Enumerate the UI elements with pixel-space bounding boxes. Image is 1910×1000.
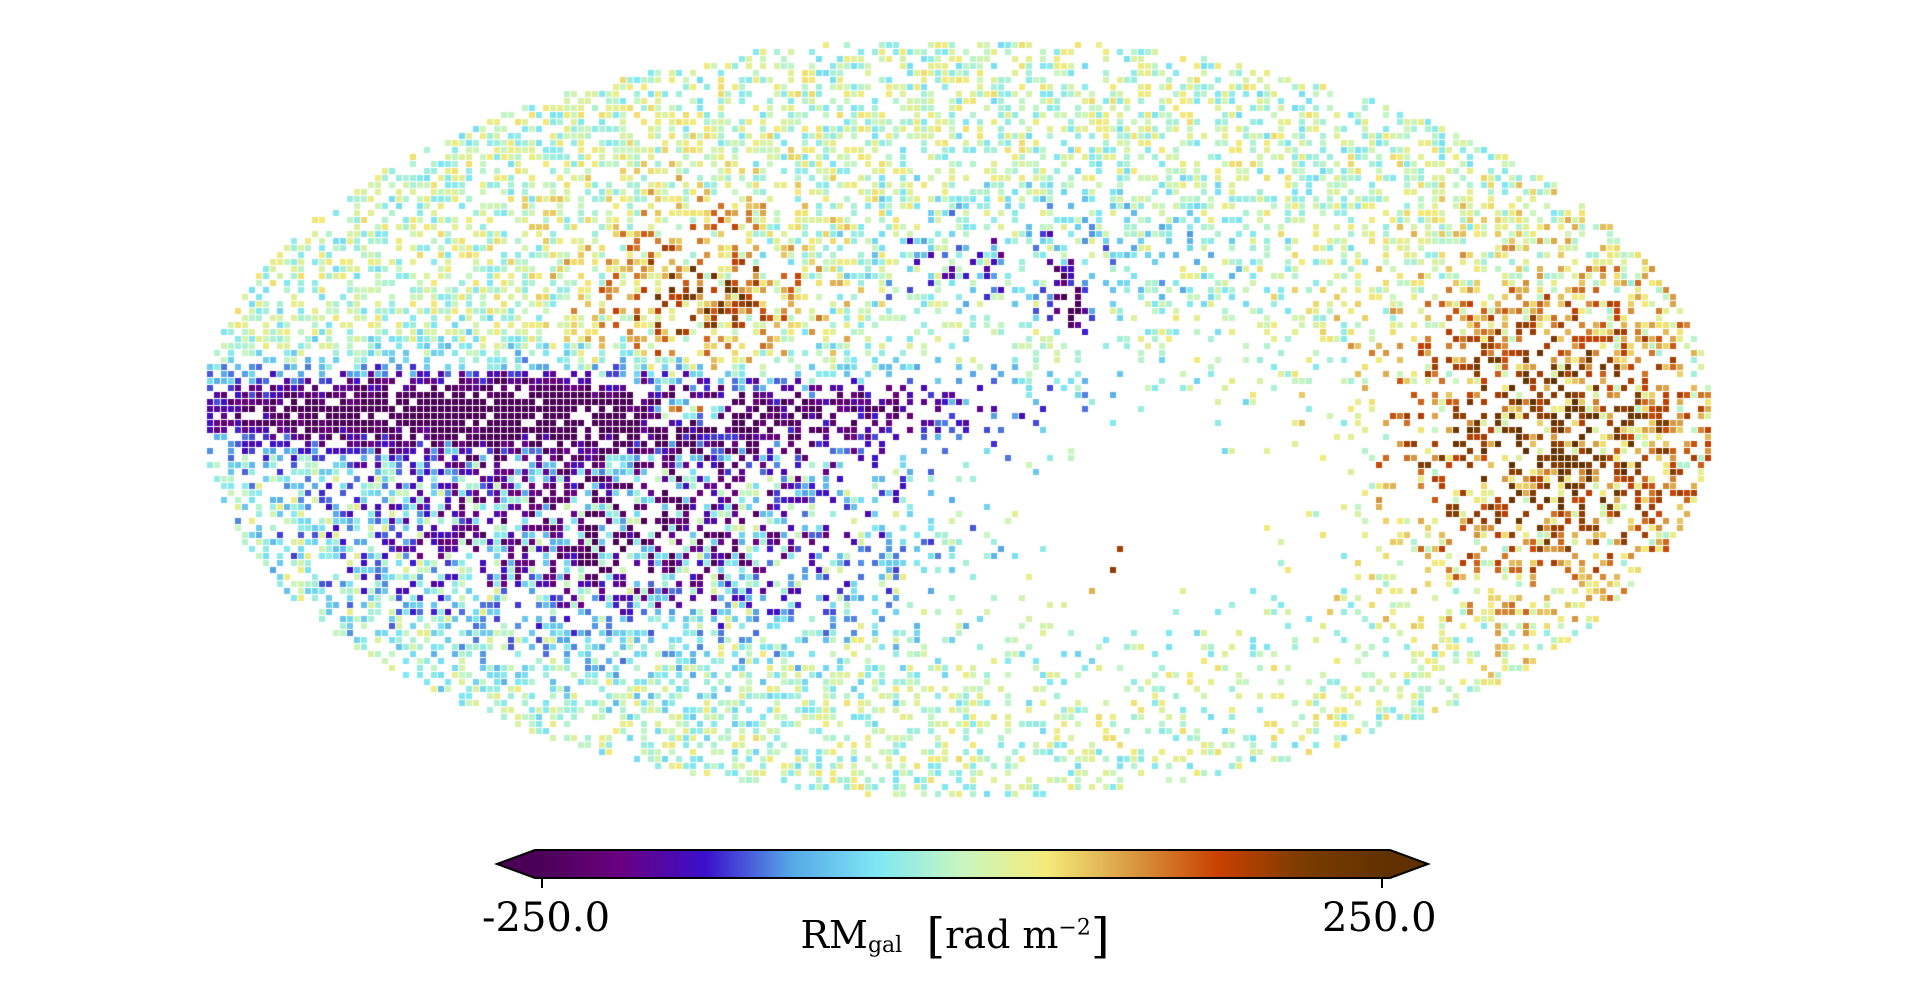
colorbar-label: RMgal [rad m−2] [800,908,1110,964]
label-units-exp: −2 [1058,915,1091,941]
colorbar-max-label: 250.0 [1322,895,1437,941]
colorbar-min-label: -250.0 [482,895,611,941]
label-main: RM [800,913,868,957]
label-sub: gal [867,933,903,958]
label-units: rad m [945,913,1059,957]
